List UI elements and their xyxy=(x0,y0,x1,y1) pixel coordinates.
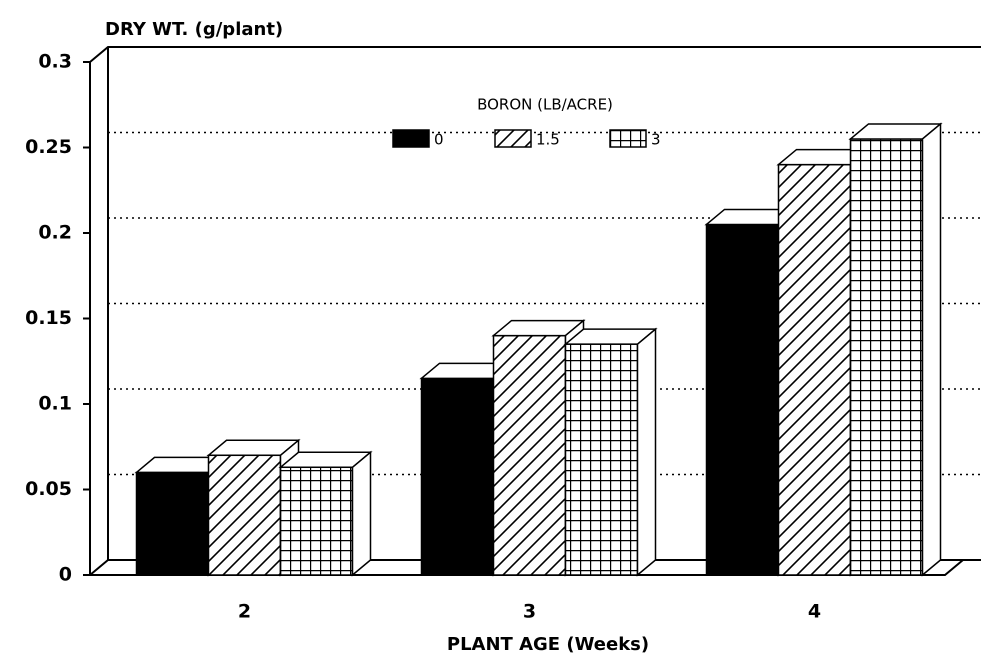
legend-title: BORON (LB/ACRE) xyxy=(477,96,613,114)
bar-side xyxy=(921,122,942,577)
x-tick-label: 3 xyxy=(523,601,536,623)
y-tick-label: 0.2 xyxy=(38,222,72,244)
bar xyxy=(492,334,567,576)
y-tick-label: 0 xyxy=(59,564,72,586)
y-axis-label: DRY WT. (g/plant) xyxy=(105,19,283,40)
y-tick-label: 0.1 xyxy=(38,393,72,415)
bar xyxy=(135,471,210,576)
bar-side xyxy=(351,450,372,577)
legend-label: 0 xyxy=(434,131,444,149)
legend-swatch xyxy=(609,129,647,148)
x-axis-label: PLANT AGE (Weeks) xyxy=(447,634,649,655)
bar xyxy=(564,343,639,576)
bar xyxy=(849,138,924,576)
legend-label: 3 xyxy=(651,131,661,149)
y-tick-label: 0.25 xyxy=(25,136,72,158)
floor xyxy=(89,559,964,576)
x-tick-label: 4 xyxy=(808,601,821,623)
y-tick-label: 0.15 xyxy=(25,307,72,329)
bar xyxy=(420,377,495,576)
bar xyxy=(207,454,282,576)
legend-swatch xyxy=(392,129,430,148)
x-tick-label: 2 xyxy=(238,601,251,623)
legend-label: 1.5 xyxy=(536,131,560,149)
bar xyxy=(705,223,780,576)
y-tick-label: 0.05 xyxy=(25,478,72,500)
bar-side xyxy=(636,327,657,577)
bar xyxy=(777,163,852,576)
legend-swatch xyxy=(494,129,532,148)
y-tick-label: 0.3 xyxy=(38,51,72,73)
bar xyxy=(279,466,354,576)
